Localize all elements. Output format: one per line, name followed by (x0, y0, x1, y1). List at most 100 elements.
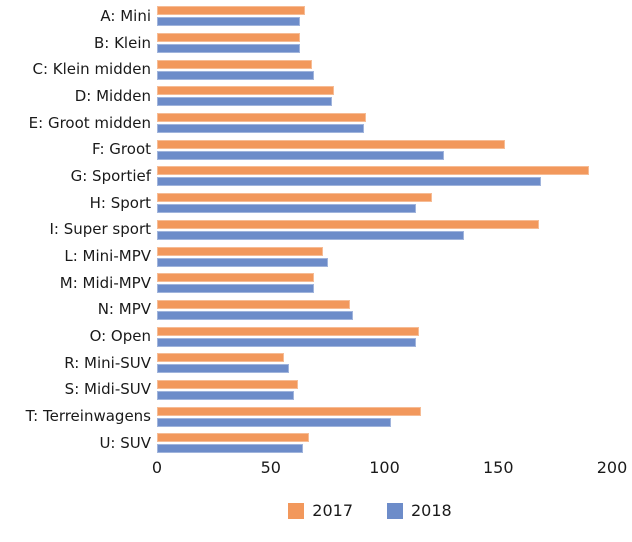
bar-2017 (157, 6, 305, 16)
bar-2018 (157, 390, 294, 400)
bar-2017 (157, 326, 419, 336)
chart-row: N: MPV (0, 297, 632, 324)
legend-label: 2018 (411, 500, 452, 520)
category-label: I: Super sport (49, 220, 151, 239)
bars-group (157, 326, 632, 347)
chart-row: B: Klein (0, 30, 632, 57)
category-label: E: Groot midden (28, 113, 151, 132)
bar-2017 (157, 139, 506, 149)
x-tick: 50 (260, 457, 281, 477)
category-label: R: Mini-SUV (64, 353, 151, 372)
chart-row: R: Mini-SUV (0, 350, 632, 377)
category-label: N: MPV (97, 300, 151, 319)
x-tick: 150 (482, 457, 514, 477)
category-label: D: Midden (74, 86, 151, 105)
plot-area: A: Mini B: Klein C: Klein midden D: Midden E… (0, 3, 632, 457)
chart-row: M: Midi-MPV (0, 270, 632, 297)
bar-2017 (157, 113, 367, 123)
chart-row: D: Midden (0, 83, 632, 110)
chart-row: H: Sport (0, 190, 632, 217)
bar-2017 (157, 219, 540, 229)
bar-2017 (157, 193, 433, 203)
legend-item-2018: 2018 (387, 500, 452, 520)
bar-2018 (157, 284, 314, 294)
category-label: A: Mini (100, 6, 151, 25)
bar-2017 (157, 433, 310, 443)
bars-group (157, 246, 632, 267)
legend-label: 2017 (312, 500, 353, 520)
x-axis: 0 50 100 150 200 (0, 457, 632, 483)
bar-2017 (157, 59, 312, 69)
bars-group (157, 406, 632, 427)
bar-2018 (157, 44, 301, 54)
chart-row: S: Midi-SUV (0, 377, 632, 404)
bar-2018 (157, 417, 392, 427)
chart-row: F: Groot (0, 136, 632, 163)
bars-group (157, 353, 632, 374)
category-label: M: Midi-MPV (59, 273, 151, 292)
bars-group (157, 6, 632, 27)
chart-row: G: Sportief (0, 163, 632, 190)
bar-2017 (157, 86, 335, 96)
bars-group (157, 219, 632, 240)
bar-2018 (157, 364, 289, 374)
bar-2018 (157, 257, 328, 267)
bars-group (157, 59, 632, 80)
category-label: T: Terreinwagens (25, 407, 151, 426)
category-label: H: Sport (89, 193, 151, 212)
bar-2018 (157, 70, 314, 80)
category-label: C: Klein midden (32, 60, 151, 79)
bars-group (157, 273, 632, 294)
x-tick: 0 (151, 457, 163, 477)
bar-2017 (157, 379, 299, 389)
x-tick: 100 (369, 457, 400, 477)
bar-2017 (157, 166, 590, 176)
chart-row: A: Mini (0, 3, 632, 30)
bars-group (157, 113, 632, 134)
chart-row: O: Open (0, 323, 632, 350)
chart-row: U: SUV (0, 430, 632, 457)
legend-item-2017: 2017 (288, 500, 353, 520)
chart-row: E: Groot midden (0, 110, 632, 137)
bars-group (157, 166, 632, 187)
x-tick: 200 (596, 457, 628, 477)
category-label: U: SUV (99, 433, 151, 452)
bars-group (157, 86, 632, 107)
bar-2018 (157, 204, 417, 214)
category-label: G: Sportief (70, 166, 151, 185)
bar-2017 (157, 406, 421, 416)
bar-2018 (157, 444, 303, 454)
category-label: O: Open (89, 327, 151, 346)
bar-2017 (157, 33, 301, 43)
bars-group (157, 33, 632, 54)
bars-group (157, 379, 632, 400)
bar-2018 (157, 124, 365, 134)
chart-row: L: Mini-MPV (0, 243, 632, 270)
bar-2017 (157, 246, 324, 256)
bars-group (157, 433, 632, 454)
bar-2017 (157, 353, 285, 363)
chart-row: C: Klein midden (0, 56, 632, 83)
bar-2018 (157, 97, 333, 107)
legend: 2017 2018 (54, 500, 632, 520)
bar-2017 (157, 273, 314, 283)
bar-2018 (157, 337, 417, 347)
bar-2018 (157, 230, 465, 240)
bar-2018 (157, 17, 301, 27)
legend-swatch-2017 (288, 502, 305, 519)
legend-swatch-2018 (387, 502, 403, 519)
bar-2018 (157, 150, 444, 160)
chart-row: T: Terreinwagens (0, 403, 632, 430)
category-label: L: Mini-MPV (64, 247, 151, 266)
bars-group (157, 299, 632, 320)
bars-group (157, 193, 632, 214)
category-label: B: Klein (93, 33, 151, 52)
bar-2017 (157, 299, 351, 309)
bar-2018 (157, 310, 353, 320)
category-label: S: Midi-SUV (64, 380, 151, 399)
bars-group (157, 139, 632, 160)
category-label: F: Groot (92, 140, 151, 159)
chart-row: I: Super sport (0, 217, 632, 244)
bar-2018 (157, 177, 542, 187)
